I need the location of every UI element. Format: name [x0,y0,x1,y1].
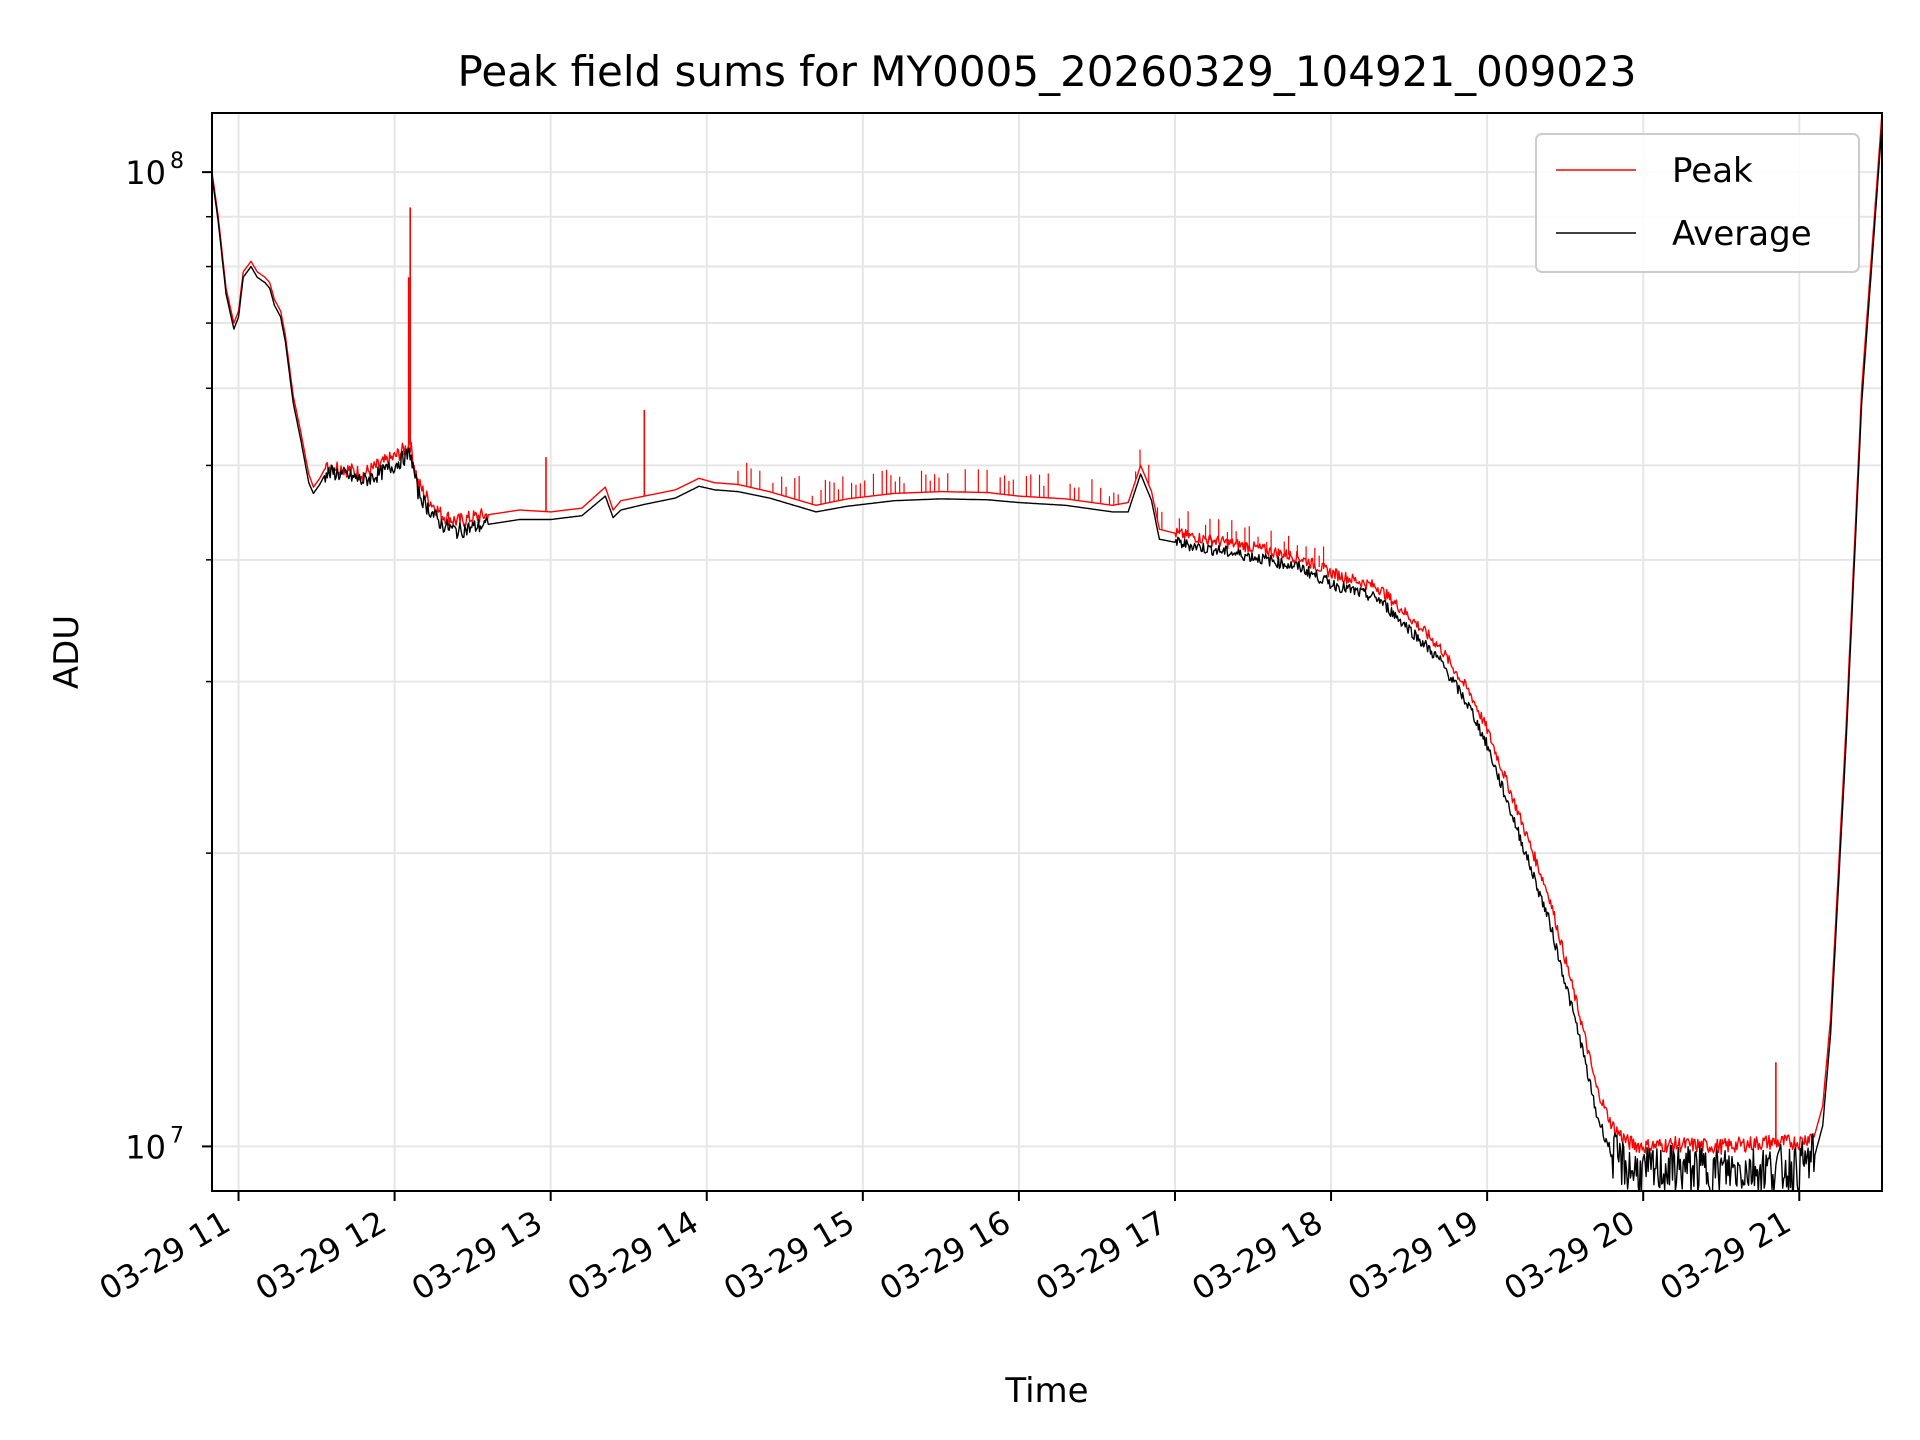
plot-area [212,113,1882,1191]
series-layer [212,113,1882,1191]
chart-title: Peak field sums for MY0005_20260329_1049… [457,47,1636,96]
x-axis-title: Time [1004,1371,1088,1411]
y-tick-label: 10 [125,154,166,192]
y-tick-exponent: 8 [170,149,184,174]
y-tick-label: 10 [125,1128,166,1166]
legend-peak-label: Peak [1672,151,1753,191]
y-tick-exponent: 7 [170,1123,184,1148]
plot-frame [211,112,1883,1192]
legend-box [1535,133,1860,273]
legend: Peak Average [1535,133,1860,273]
legend-average-label: Average [1672,214,1812,254]
series-line-average [212,124,1882,1191]
y-axis-title: ADU [47,615,87,689]
series-line-peak [212,113,1882,1155]
